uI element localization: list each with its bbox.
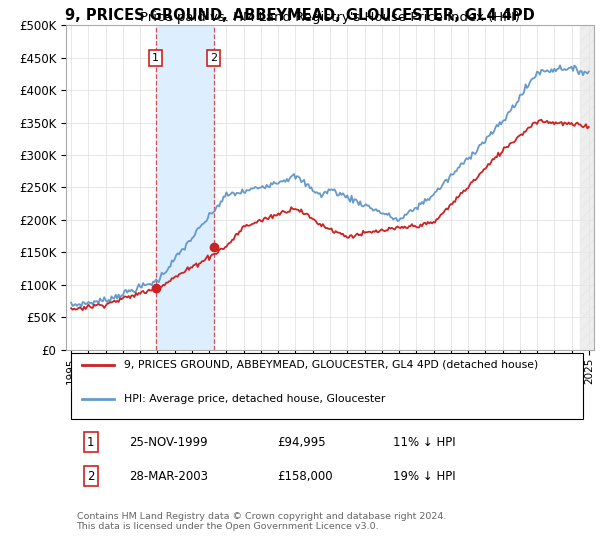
Text: 1: 1	[87, 436, 95, 449]
Text: £94,995: £94,995	[277, 436, 326, 449]
Text: 19% ↓ HPI: 19% ↓ HPI	[394, 470, 456, 483]
Text: 25-NOV-1999: 25-NOV-1999	[130, 436, 208, 449]
Text: 1: 1	[152, 53, 159, 63]
Bar	[580, 25, 594, 349]
Text: 28-MAR-2003: 28-MAR-2003	[130, 470, 208, 483]
Text: 9, PRICES GROUND, ABBEYMEAD, GLOUCESTER, GL4 4PD (detached house): 9, PRICES GROUND, ABBEYMEAD, GLOUCESTER,…	[124, 360, 538, 370]
Text: Contains HM Land Registry data © Crown copyright and database right 2024.
This d: Contains HM Land Registry data © Crown c…	[77, 512, 446, 531]
Bar	[156, 25, 214, 349]
Text: 9, PRICES GROUND, ABBEYMEAD, GLOUCESTER, GL4 4PD: 9, PRICES GROUND, ABBEYMEAD, GLOUCESTER,…	[65, 8, 535, 24]
Text: 2: 2	[87, 470, 95, 483]
Text: 11% ↓ HPI: 11% ↓ HPI	[394, 436, 456, 449]
Text: 2: 2	[210, 53, 217, 63]
FancyBboxPatch shape	[71, 353, 583, 419]
Text: £158,000: £158,000	[277, 470, 333, 483]
Title: Price paid vs. HM Land Registry's House Price Index (HPI): Price paid vs. HM Land Registry's House …	[140, 11, 520, 24]
Text: HPI: Average price, detached house, Gloucester: HPI: Average price, detached house, Glou…	[124, 394, 385, 404]
